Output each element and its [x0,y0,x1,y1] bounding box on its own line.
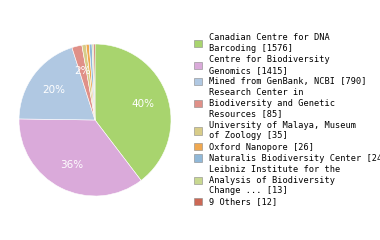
Legend: Canadian Centre for DNA
Barcoding [1576], Centre for Biodiversity
Genomics [1415: Canadian Centre for DNA Barcoding [1576]… [194,33,380,207]
Text: 20%: 20% [43,85,66,95]
Text: 2%: 2% [74,66,91,76]
Wedge shape [86,44,95,120]
Wedge shape [89,44,95,120]
Text: 36%: 36% [60,161,84,170]
Wedge shape [82,45,95,120]
Wedge shape [72,45,95,120]
Text: 40%: 40% [132,99,155,109]
Wedge shape [93,44,95,120]
Wedge shape [92,44,95,120]
Wedge shape [19,119,141,196]
Wedge shape [95,44,171,180]
Wedge shape [19,48,95,120]
